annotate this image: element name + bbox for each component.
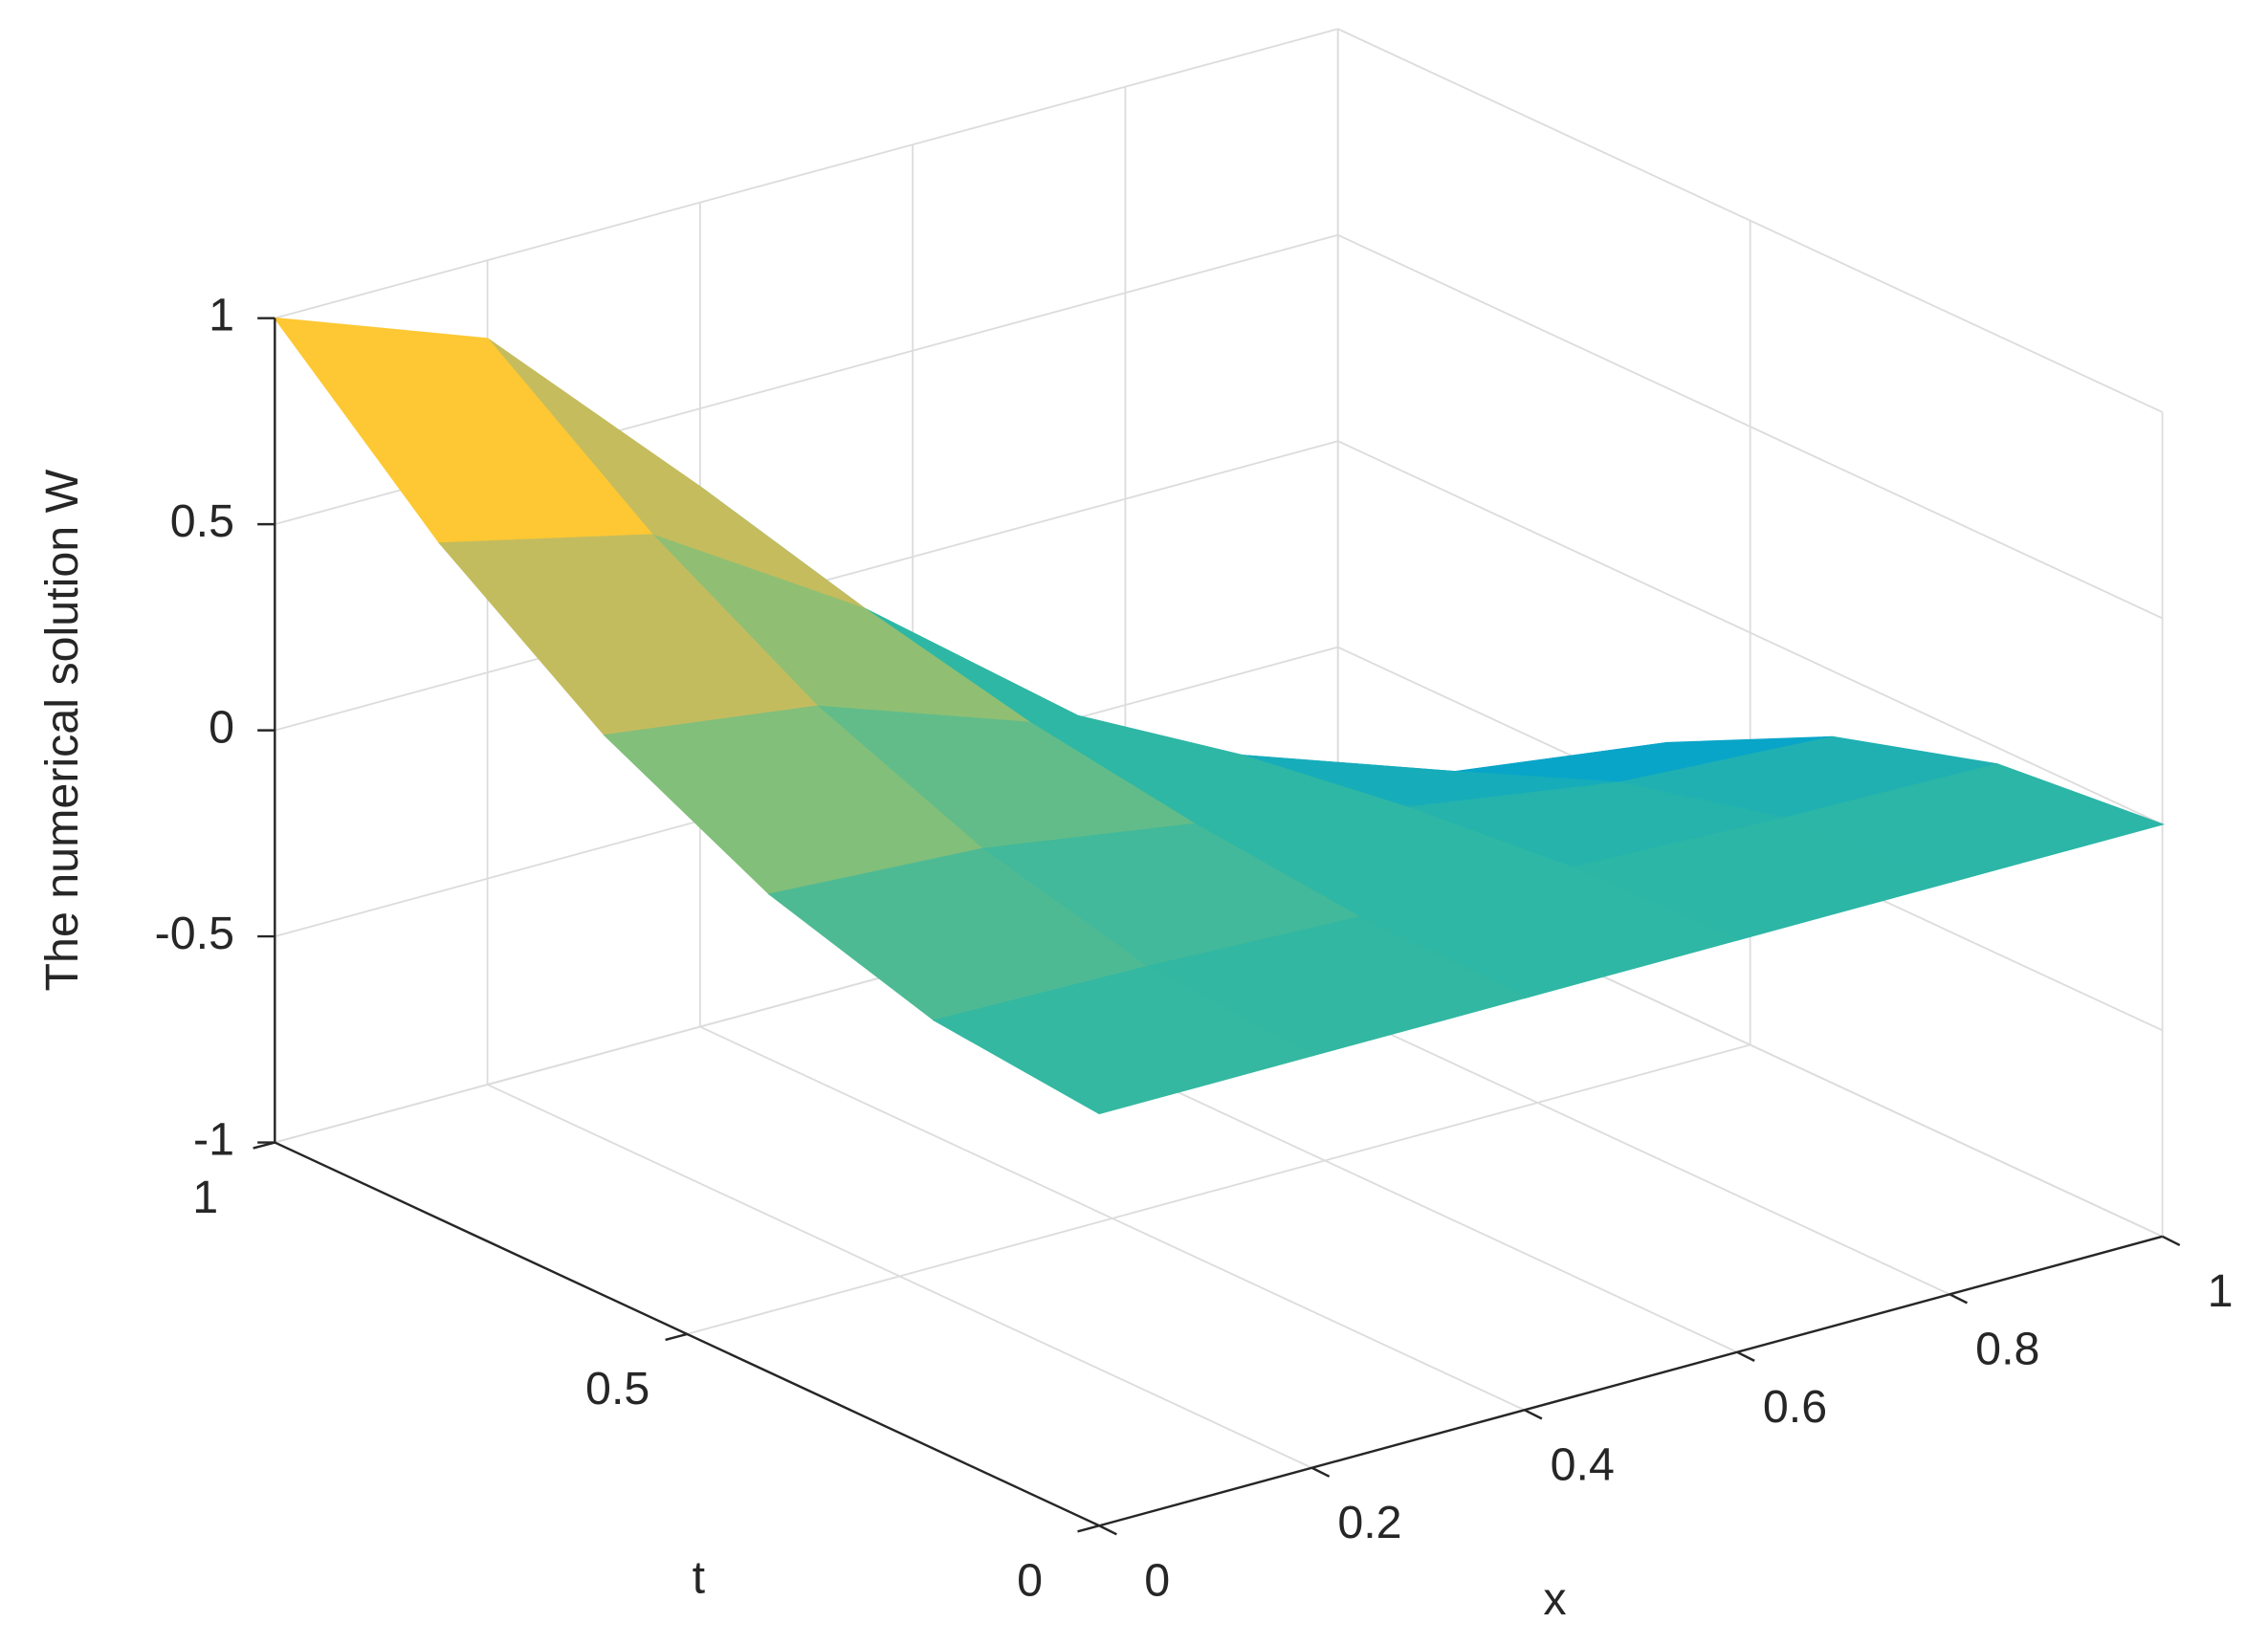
- grid-line: [275, 28, 1338, 319]
- grid-line: [687, 1043, 1751, 1335]
- t-tick-label: 0.5: [585, 1363, 650, 1415]
- z-tick-label: 1: [209, 289, 234, 340]
- x-tick: [2162, 1235, 2181, 1246]
- x-tick-label: 0.4: [1551, 1439, 1615, 1491]
- z-tick-label: -0.5: [155, 908, 234, 959]
- x-tick: [1098, 1524, 1117, 1536]
- z-axis-label: The numerical solution W: [36, 469, 88, 991]
- z-tick-label: 0.5: [170, 495, 234, 547]
- t-tick: [665, 1332, 688, 1342]
- z-tick-label: 0: [209, 701, 234, 753]
- x-tick-label: 1: [2208, 1265, 2234, 1317]
- x-axis-label: x: [1543, 1573, 1566, 1625]
- x-tick: [1949, 1293, 1969, 1305]
- t-tick: [253, 1141, 275, 1150]
- x-tick: [1310, 1466, 1331, 1478]
- x-tick: [1524, 1409, 1543, 1420]
- t-axis-label: t: [693, 1551, 706, 1603]
- x-axis: [1098, 1235, 2163, 1527]
- t-tick-label: 0: [1017, 1555, 1043, 1607]
- grid-line: [1337, 233, 2163, 620]
- x-tick-label: 0.2: [1337, 1497, 1401, 1548]
- x-tick: [1736, 1350, 1755, 1362]
- t-tick-label: 1: [192, 1172, 218, 1223]
- grid-line: [1337, 440, 2163, 825]
- grid-line: [1337, 28, 2163, 413]
- x-tick-label: 0.6: [1763, 1381, 1827, 1433]
- surface-cell: [932, 965, 1314, 1115]
- x-tick-label: 0: [1144, 1555, 1170, 1607]
- x-tick-label: 0.8: [1975, 1324, 2039, 1375]
- t-tick: [1077, 1524, 1100, 1533]
- z-tick-label: -1: [193, 1113, 234, 1165]
